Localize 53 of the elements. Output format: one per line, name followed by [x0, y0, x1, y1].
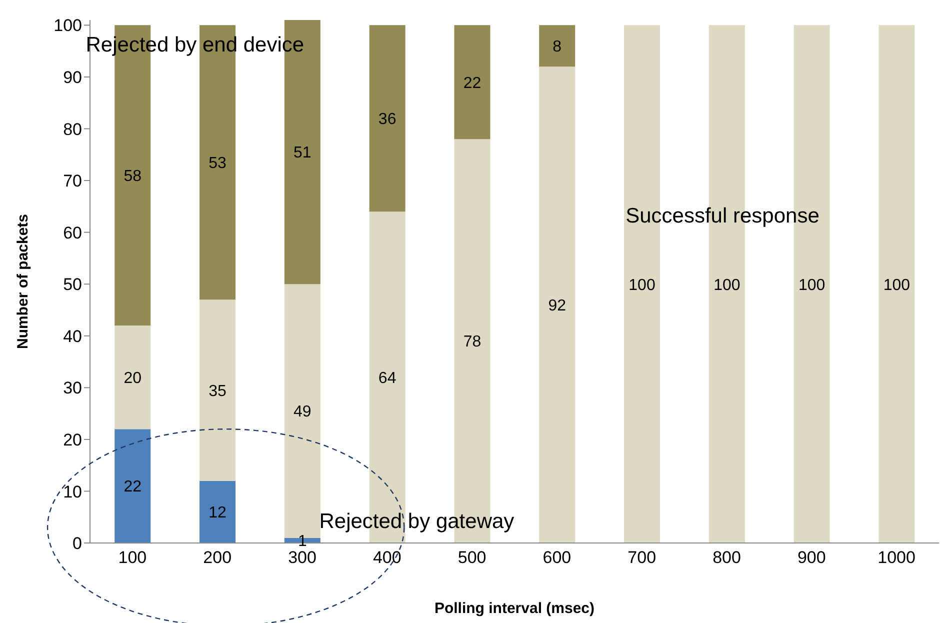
- x-axis-title: Polling interval (msec): [434, 600, 595, 617]
- y-axis-title: Number of packets: [14, 214, 32, 350]
- x-tick-label: 700: [628, 548, 656, 568]
- bar: [200, 480, 236, 543]
- y-tick-label: 50: [63, 275, 82, 294]
- x-tick-label: 600: [542, 548, 572, 568]
- data-label: 100: [883, 276, 910, 294]
- x-tick-label: 500: [458, 548, 486, 568]
- data-label: 12: [208, 504, 227, 522]
- y-tick-label: 60: [63, 223, 82, 242]
- bar: [454, 25, 490, 140]
- bar: [369, 25, 406, 212]
- data-label: 92: [548, 297, 566, 314]
- bar: [200, 25, 236, 300]
- y-tick-label: 100: [54, 16, 82, 36]
- bar: [114, 429, 151, 543]
- bar: [878, 25, 915, 543]
- data-label: 100: [798, 276, 826, 294]
- series-label: Successful response: [626, 204, 820, 228]
- data-label: 51: [294, 144, 312, 162]
- x-tick-label: 100: [118, 548, 147, 568]
- data-label: 49: [294, 404, 312, 421]
- y-tick-label: 70: [63, 172, 82, 191]
- bar: [539, 66, 576, 543]
- bar: [114, 326, 151, 430]
- y-tick-label: 80: [63, 120, 82, 139]
- data-label: 100: [714, 276, 740, 294]
- y-tick-label: 0: [72, 534, 82, 554]
- data-label: 100: [628, 276, 656, 294]
- y-tick-label: 40: [63, 326, 82, 346]
- bar: [539, 25, 576, 67]
- x-tick-label: 200: [203, 548, 232, 568]
- bar: [200, 300, 236, 481]
- data-label: 78: [463, 334, 482, 351]
- x-tick-label: 400: [372, 548, 402, 568]
- x-tick-label: 300: [288, 548, 316, 568]
- data-label: 22: [463, 74, 482, 92]
- data-label: 35: [208, 382, 227, 400]
- y-tick-label: 90: [63, 68, 82, 87]
- data-label: 64: [378, 370, 396, 387]
- data-label: 20: [124, 370, 142, 387]
- data-label: 53: [208, 155, 227, 172]
- data-label: 8: [552, 38, 562, 56]
- series-label: Rejected by gateway: [319, 510, 515, 533]
- x-tick-label: 900: [797, 548, 826, 568]
- x-tick-label: 1000: [878, 548, 916, 568]
- y-tick-label: 10: [63, 482, 82, 502]
- data-label: 58: [124, 168, 142, 186]
- data-label: 36: [378, 111, 396, 128]
- y-tick-label: 30: [63, 378, 82, 398]
- x-tick-label: 800: [712, 548, 741, 568]
- data-label: 22: [124, 478, 142, 496]
- y-tick-label: 20: [63, 430, 82, 450]
